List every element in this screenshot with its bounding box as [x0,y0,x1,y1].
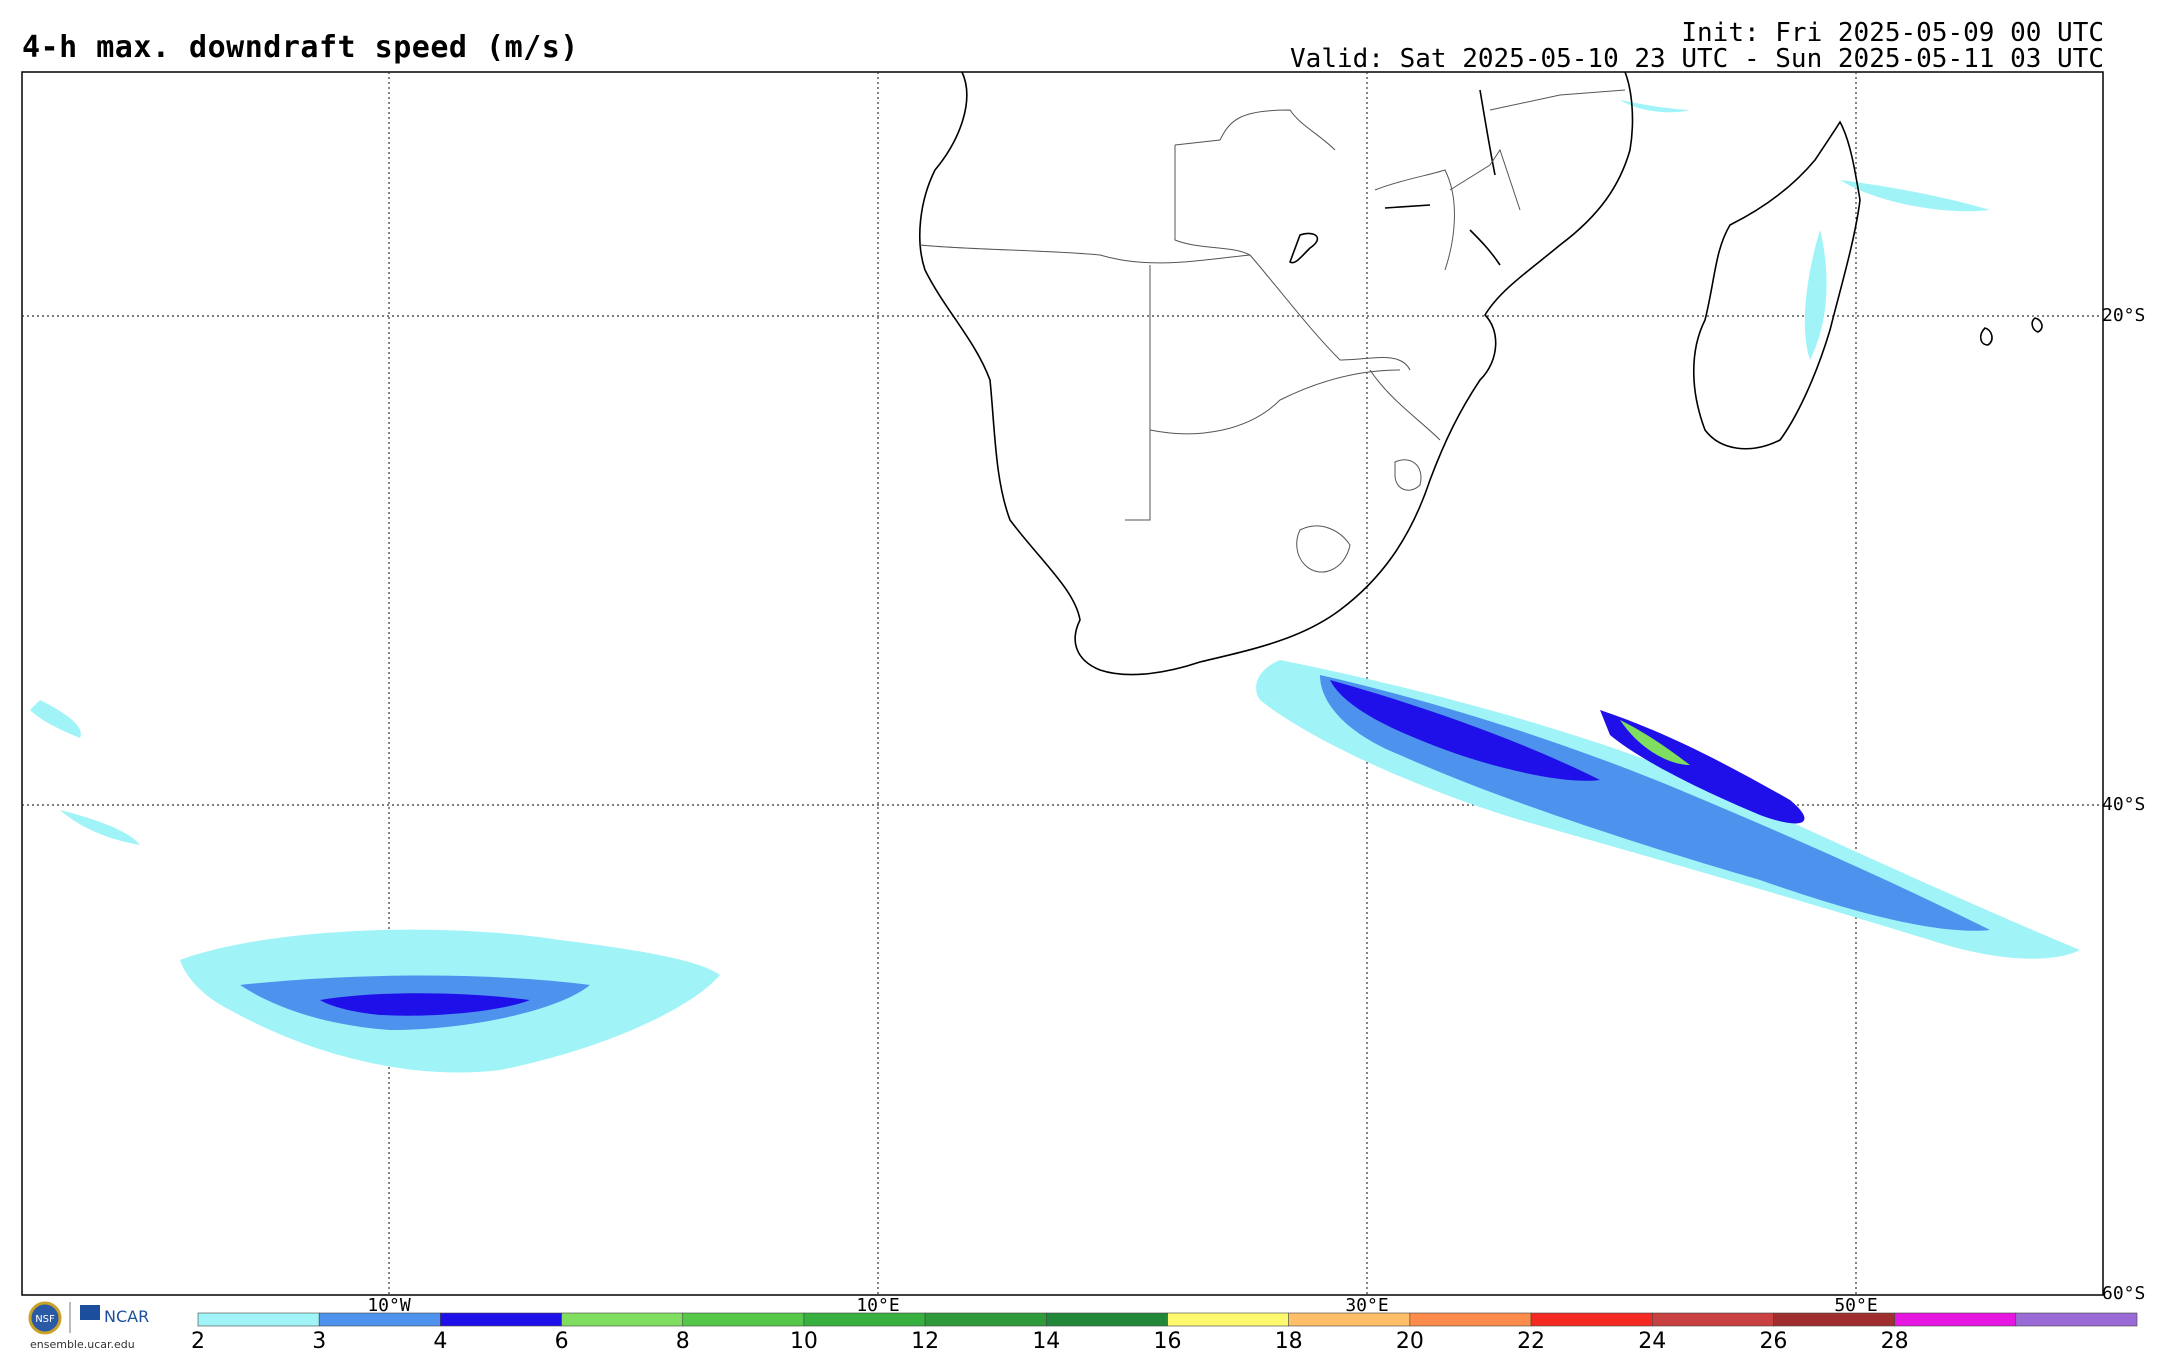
lon-label-30e: 30°E [1345,1295,1388,1316]
coastline [919,71,2043,676]
colorbar-swatch [1167,1312,1289,1327]
colorbar-tick-label: 4 [433,1329,447,1354]
colorbar-swatch [561,1312,684,1327]
lon-label-10w: 10°W [367,1295,411,1316]
colorbar-tick-label: 3 [312,1329,326,1354]
colorbar-tick-label: 2 [191,1329,205,1354]
downdraft-field-atlantic [30,700,720,1073]
logo: NSF NCAR ensemble.ucar.edu [28,1301,149,1351]
colorbar: 2 3 4 6 8 10 12 14 16 18 20 22 24 26 28 [191,1312,2138,1354]
map-title: 4-h max. downdraft speed (m/s) [22,30,579,65]
colorbar-tick-label: 14 [1032,1329,1060,1354]
nsf-logo-icon [28,1301,62,1335]
colorbar-swatch [682,1312,805,1327]
colorbar-swatch [1773,1312,1895,1327]
colorbar-tick-label: 10 [790,1329,818,1354]
colorbar-swatch [1409,1312,1532,1327]
lat-label-60s: 60°S [2102,1283,2145,1304]
colorbar-swatch [1894,1312,2017,1327]
init-time: Init: Fri 2025-05-09 00 UTC [1681,18,2104,48]
downdraft-field-indian-ocean [1256,100,2080,959]
colorbar-tick-label: 16 [1154,1329,1182,1354]
colorbar-swatch [924,1312,1047,1327]
valid-time: Valid: Sat 2025-05-10 23 UTC - Sun 2025-… [1290,44,2104,74]
country-borders [919,89,1626,573]
map-frame [21,71,2104,1296]
colorbar-swatch [2015,1312,2138,1327]
colorbar-swatch [197,1312,320,1327]
colorbar-tick-label: 6 [555,1329,569,1354]
colorbar-tick-label: 26 [1759,1329,1787,1354]
colorbar-swatch [1046,1312,1168,1327]
colorbar-tick-label: 12 [911,1329,939,1354]
colorbar-tick-label: 28 [1881,1329,1909,1354]
colorbar-swatch [1288,1312,1411,1327]
colorbar-swatch [1651,1312,1774,1327]
colorbar-tick-label: 18 [1275,1329,1303,1354]
lon-label-10e: 10°E [856,1295,899,1316]
ncar-logo-icon [80,1305,100,1320]
ncar-logo-text: NCAR [104,1307,149,1326]
colorbar-tick-label: 24 [1638,1329,1666,1354]
lat-label-20s: 20°S [2102,305,2145,326]
colorbar-swatch [440,1312,562,1327]
colorbar-tick-label: 8 [676,1329,690,1354]
lon-label-50e: 50°E [1834,1295,1877,1316]
axis-labels: 10°W 10°E 30°E 50°E 20°S 40°S 60°S [367,305,2145,1316]
colorbar-tick-label: 22 [1517,1329,1545,1354]
colorbar-swatch [1530,1312,1653,1327]
colorbar-swatch [803,1312,926,1327]
lat-label-40s: 40°S [2102,794,2145,815]
logo-url: ensemble.ucar.edu [30,1338,135,1351]
colorbar-tick-label: 20 [1396,1329,1424,1354]
colorbar-swatch [318,1312,441,1327]
gridlines [22,72,2103,1295]
nsf-logo-text: NSF [35,1314,55,1325]
